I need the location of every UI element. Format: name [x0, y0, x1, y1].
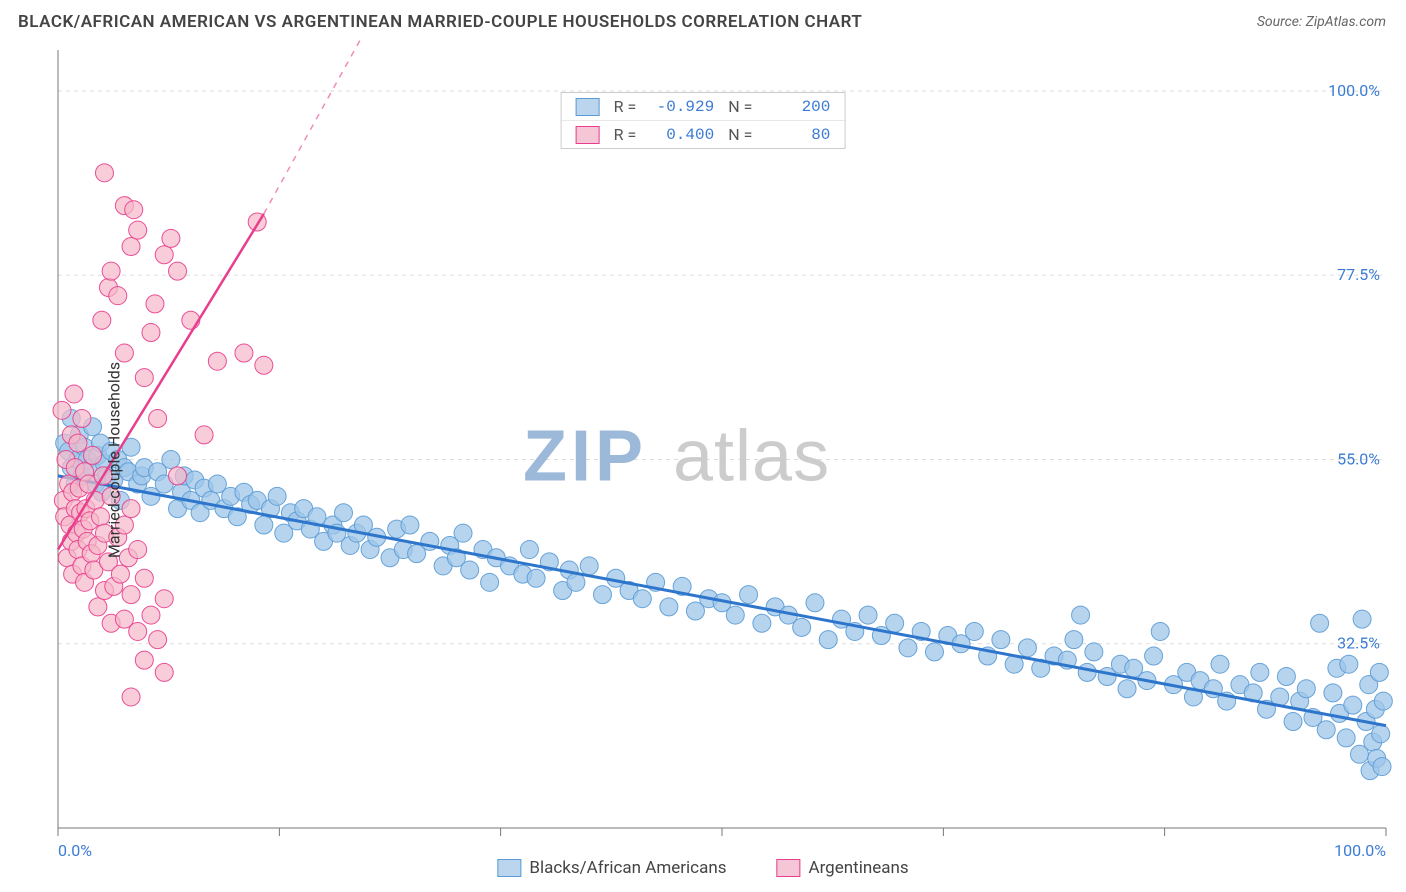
legend-swatch-blue-icon — [497, 859, 521, 877]
series-legend-item-2: Argentineans — [776, 858, 908, 878]
correlation-legend-row-1: R = -0.929 N = 200 — [562, 93, 845, 120]
legend-swatch-pink-icon — [776, 859, 800, 877]
series-legend-label: Blacks/African Americans — [529, 858, 726, 878]
svg-text:100.0%: 100.0% — [1328, 81, 1380, 100]
svg-text:77.5%: 77.5% — [1337, 265, 1380, 284]
chart-source: Source: ZipAtlas.com — [1257, 14, 1386, 30]
correlation-legend-row-2: R = 0.400 N = 80 — [562, 120, 845, 148]
chart-area: Married-couple Households 32.5% 55.0% 77.5… — [0, 40, 1406, 880]
series-legend-label: Argentineans — [808, 858, 908, 878]
correlation-legend: R = -0.929 N = 200 R = 0.400 N = 80 — [561, 92, 846, 149]
legend-swatch-pink — [576, 126, 600, 144]
legend-swatch-blue — [576, 98, 600, 116]
series-legend: Blacks/African Americans Argentineans — [497, 858, 908, 878]
scatter-chart-svg: 32.5% 55.0% 77.5% 100.0% 0.0% 100.0% — [0, 40, 1406, 880]
svg-text:32.5%: 32.5% — [1337, 634, 1380, 653]
chart-title: BLACK/AFRICAN AMERICAN VS ARGENTINEAN MA… — [18, 12, 862, 32]
svg-text:0.0%: 0.0% — [58, 841, 92, 860]
series-legend-item-1: Blacks/African Americans — [497, 858, 726, 878]
y-axis-label: Married-couple Households — [105, 362, 124, 558]
svg-text:55.0%: 55.0% — [1337, 449, 1380, 468]
svg-text:100.0%: 100.0% — [1334, 841, 1386, 860]
chart-header: BLACK/AFRICAN AMERICAN VS ARGENTINEAN MA… — [0, 0, 1406, 40]
